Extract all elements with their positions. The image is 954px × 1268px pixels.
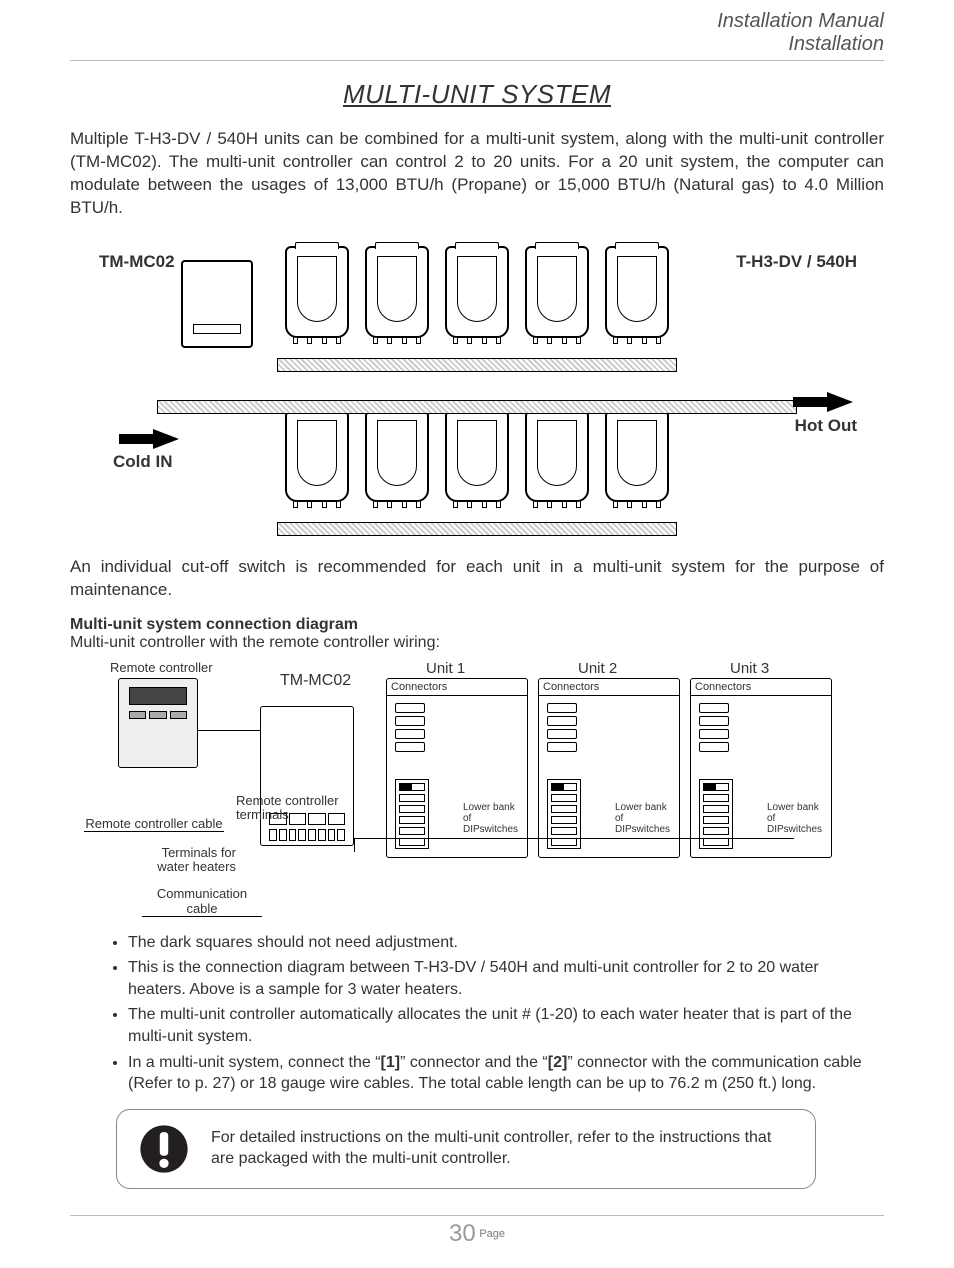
heater-unit	[285, 410, 349, 502]
unit-label: Unit 3	[730, 660, 769, 677]
unit-panel: ConnectorsLower bank of DIPswitches	[386, 678, 528, 858]
manifold-mid	[157, 400, 797, 414]
cold-in-arrow	[153, 429, 179, 449]
connection-diagram-subtext: Multi-unit controller with the remote co…	[70, 634, 884, 652]
cold-in-label: Cold IN	[113, 452, 173, 472]
multi-unit-system-diagram: TM-MC02 T-H3-DV / 540H Cold IN Hot Out	[97, 234, 857, 544]
unit-label: Unit 1	[426, 660, 465, 677]
connection-diagram-heading: Multi-unit system connection diagram	[70, 616, 884, 634]
caution-box: For detailed instructions on the multi-u…	[116, 1109, 816, 1189]
maintenance-note: An individual cut-off switch is recommen…	[70, 556, 884, 602]
connection-wiring-diagram: Remote controller Remote controller cabl…	[90, 660, 850, 920]
multi-unit-controller	[260, 706, 354, 846]
note-item: The multi-unit controller automatically …	[128, 1004, 884, 1047]
exclamation-icon	[137, 1122, 191, 1176]
rc-terminals-label: Remote controller terminals	[236, 794, 346, 823]
header-line-1: Installation Manual	[70, 10, 884, 33]
remote-cable-label: Remote controller cable	[84, 816, 224, 832]
section-title: MULTI-UNIT SYSTEM	[70, 79, 884, 110]
tm-mc02-label: TM-MC02	[280, 672, 351, 690]
heater-unit	[445, 410, 509, 502]
intro-paragraph: Multiple T-H3-DV / 540H units can be com…	[70, 128, 884, 220]
heater-unit	[365, 246, 429, 338]
note-item: In a multi-unit system, connect the “[1]…	[128, 1052, 884, 1095]
heater-unit	[605, 246, 669, 338]
remote-controller	[118, 678, 198, 768]
heater-unit	[525, 246, 589, 338]
note-item: The dark squares should not need adjustm…	[128, 932, 884, 954]
unit-model-label: T-H3-DV / 540H	[736, 252, 857, 272]
heater-unit	[525, 410, 589, 502]
note-item: This is the connection diagram between T…	[128, 957, 884, 1000]
wh-terminals-label: Terminals for water heaters	[116, 846, 236, 875]
comm-cable-label: Communication cable	[142, 886, 262, 917]
manifold-top	[277, 358, 677, 372]
unit-label: Unit 2	[578, 660, 617, 677]
page-label: Page	[479, 1228, 505, 1240]
manifold-bottom	[277, 522, 677, 536]
unit-panel: ConnectorsLower bank of DIPswitches	[690, 678, 832, 858]
page-footer: 30 Page	[70, 1215, 884, 1248]
hot-out-arrow	[827, 392, 853, 412]
hot-out-label: Hot Out	[795, 416, 857, 436]
heater-unit	[445, 246, 509, 338]
heater-unit	[365, 410, 429, 502]
controller-box	[181, 260, 253, 348]
header-line-2: Installation	[70, 33, 884, 56]
page-header: Installation Manual Installation	[70, 10, 884, 61]
remote-controller-label: Remote controller	[110, 660, 213, 675]
heater-unit	[605, 410, 669, 502]
notes-list: The dark squares should not need adjustm…	[128, 932, 884, 1095]
page-number: 30	[449, 1220, 476, 1247]
controller-label: TM-MC02	[99, 252, 175, 272]
heater-unit	[285, 246, 349, 338]
unit-panel: ConnectorsLower bank of DIPswitches	[538, 678, 680, 858]
caution-text: For detailed instructions on the multi-u…	[211, 1128, 795, 1170]
